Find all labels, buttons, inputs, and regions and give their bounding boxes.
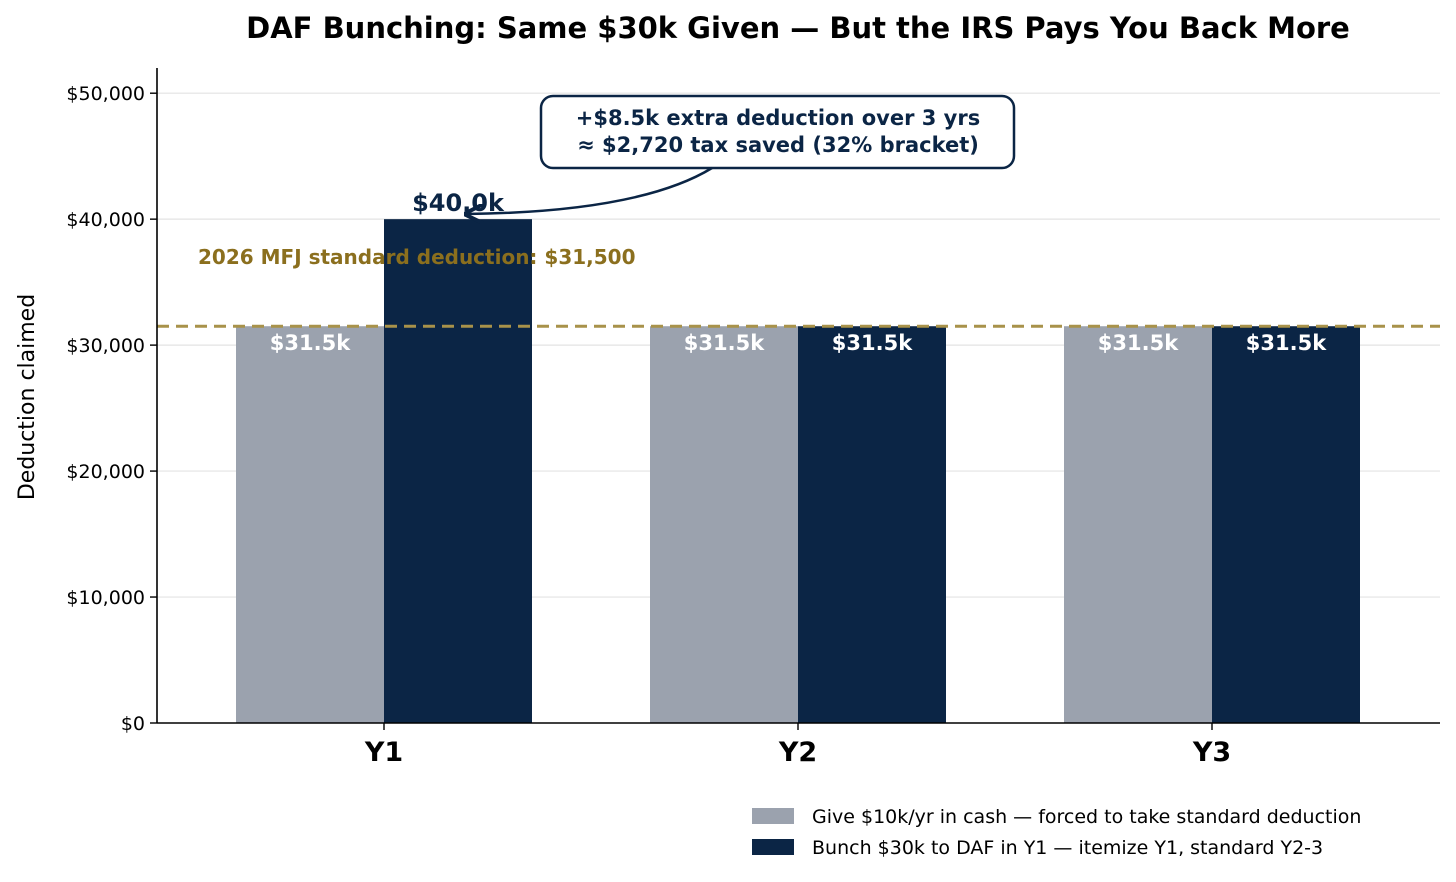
- legend-label-daf: Bunch $30k to DAF in Y1 — itemize Y1, st…: [812, 837, 1323, 859]
- y-axis-label: Deduction claimed: [15, 294, 40, 500]
- legend-swatch-cash: [752, 808, 794, 824]
- y-tick-label: $30,000: [66, 335, 145, 357]
- bar-value-label: $31.5k: [832, 331, 913, 355]
- bar-value-label: $31.5k: [1098, 331, 1179, 355]
- bar-value-label: $31.5k: [270, 331, 351, 355]
- bars: [236, 219, 1360, 723]
- legend-swatch-daf: [752, 839, 794, 855]
- reference-line-group: 2026 MFJ standard deduction: $31,500: [157, 245, 1440, 328]
- annotation-box: [539, 94, 1016, 170]
- legend-label-cash: Give $10k/yr in cash — forced to take st…: [812, 806, 1361, 828]
- y-tick-label: $10,000: [66, 587, 145, 609]
- annotation-line-1: +$8.5k extra deduction over 3 yrs: [576, 106, 980, 130]
- legend: Give $10k/yr in cash — forced to take st…: [752, 806, 1361, 859]
- bar-daf-y1: [384, 219, 532, 723]
- x-tick-label: Y1: [364, 737, 403, 768]
- reference-line-label: 2026 MFJ standard deduction: $31,500: [198, 245, 636, 269]
- y-tick-label: $40,000: [66, 209, 145, 231]
- bar-cash-y1: [236, 326, 384, 723]
- y-tick-label: $0: [121, 713, 145, 735]
- y-tick-label: $50,000: [66, 83, 145, 105]
- x-tick-label: Y2: [778, 737, 817, 768]
- bar-value-label: $31.5k: [1246, 331, 1327, 355]
- chart-title: DAF Bunching: Same $30k Given — But the …: [246, 11, 1350, 45]
- annotation-callout: +$8.5k extra deduction over 3 yrs ≈ $2,7…: [466, 94, 1016, 214]
- bar-daf-y3: [1212, 326, 1360, 723]
- x-tick-label: Y3: [1192, 737, 1231, 768]
- annotation-line-2: ≈ $2,720 tax saved (32% bracket): [577, 133, 979, 157]
- axes: $0 $10,000 $20,000 $30,000 $40,000 $50,000 Y1 Y…: [66, 68, 1440, 768]
- y-tick-label: $20,000: [66, 461, 145, 483]
- bar-value-label: $31.5k: [684, 331, 765, 355]
- bar-daf-y2: [798, 326, 946, 723]
- bar-cash-y2: [650, 326, 798, 723]
- annotation-arrow: [466, 166, 713, 214]
- bar-cash-y3: [1064, 326, 1212, 723]
